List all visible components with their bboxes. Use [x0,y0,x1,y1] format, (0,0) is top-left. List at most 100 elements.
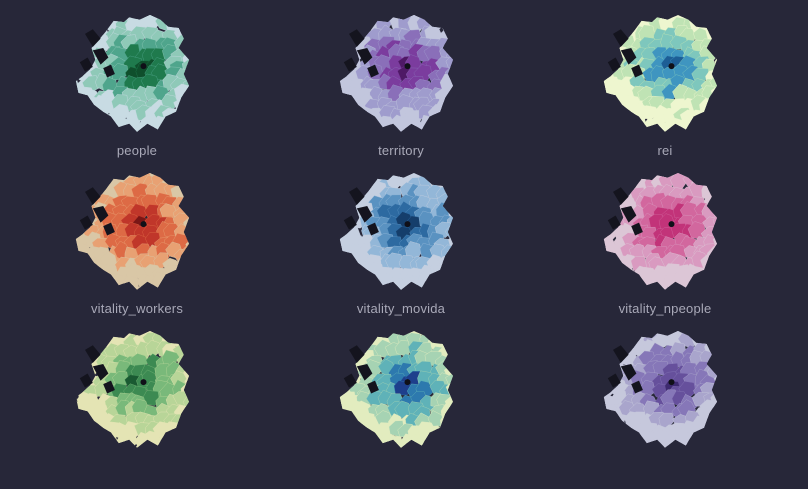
district-tile [72,58,73,74]
district-tile [73,333,92,350]
district-tile [600,185,609,201]
district-tile [600,435,611,449]
district-tile [715,128,730,133]
district-tile [72,432,80,449]
district-tile [375,127,392,133]
district-tile [165,422,183,439]
district-tile [74,105,90,123]
district-tile [336,413,354,430]
district-tile [336,66,342,81]
map-panel: rei [565,15,765,173]
district-tile [336,445,345,449]
map-panel: vitality_movida [301,173,501,331]
district-tile [196,355,202,372]
district-tile [72,117,75,133]
district-tile [72,256,80,274]
district-tile [336,78,338,96]
district-tile [182,434,201,449]
district-tile [720,66,730,80]
district-tile [83,106,100,123]
district-tile [710,446,726,450]
district-tile [613,431,630,446]
district-tile [194,173,202,183]
district-tile [632,286,650,291]
district-tile [603,115,617,132]
district-tile [713,400,729,417]
district-tile [336,45,344,63]
district-tile [714,372,730,387]
district-tile [186,349,202,367]
district-tile [72,173,78,188]
district-tile [181,273,199,290]
district-tile [144,127,164,133]
district-tile [602,331,619,342]
district-tile [609,264,627,283]
district-tile [600,353,617,367]
district-tile [457,224,466,241]
district-tile [458,173,466,189]
district-tile [601,39,619,54]
district-tile [97,284,115,291]
district-tile [457,254,466,271]
district-tile [174,98,193,114]
district-tile [713,34,730,51]
district-tile [349,440,367,449]
district-tile [336,125,345,133]
district-tile [345,286,363,291]
district-tile [336,285,347,291]
district-tile [451,352,466,370]
district-tile [336,406,338,422]
map-panel [37,331,237,489]
district-tile [711,287,728,291]
district-tile [704,173,720,180]
district-tile [719,45,730,61]
district-tile [346,331,363,339]
district-tile [712,15,727,34]
district-tile [182,178,201,193]
district-tile [346,109,364,125]
district-tile [600,98,601,113]
district-tile [643,127,659,133]
district-tile [428,173,446,174]
district-tile [714,106,729,122]
district-tile [629,15,647,21]
district-tile [72,173,78,182]
district-tile [336,98,342,116]
district-tile [73,15,90,22]
district-tile [709,27,726,44]
district-tile [336,207,345,223]
district-tile [426,274,442,291]
district-tile [649,446,665,450]
district-tile [80,425,99,441]
district-tile [619,173,635,182]
map-panel [301,331,501,489]
district-tile [336,187,343,204]
district-tile [600,276,601,291]
district-tile [74,431,90,446]
district-tile [191,331,203,341]
district-tile [366,173,383,179]
district-tile [72,113,82,130]
district-tile [195,335,203,352]
district-tile [336,174,346,192]
city-map-icon [72,173,202,291]
district-tile [610,130,628,133]
district-tile [184,404,202,421]
district-tile [72,125,82,133]
district-tile [600,356,610,373]
district-tile [163,15,180,24]
district-tile [75,274,91,290]
district-tile [448,15,462,25]
district-tile [672,129,687,133]
district-tile [112,173,127,179]
district-tile [80,125,97,133]
district-tile [706,174,723,189]
district-tile [91,117,108,133]
district-tile [713,331,728,337]
district-tile [611,15,629,21]
district-tile [725,203,730,220]
district-tile [450,331,466,337]
district-tile [711,341,727,356]
district-tile [348,127,365,133]
district-tile [181,17,199,32]
